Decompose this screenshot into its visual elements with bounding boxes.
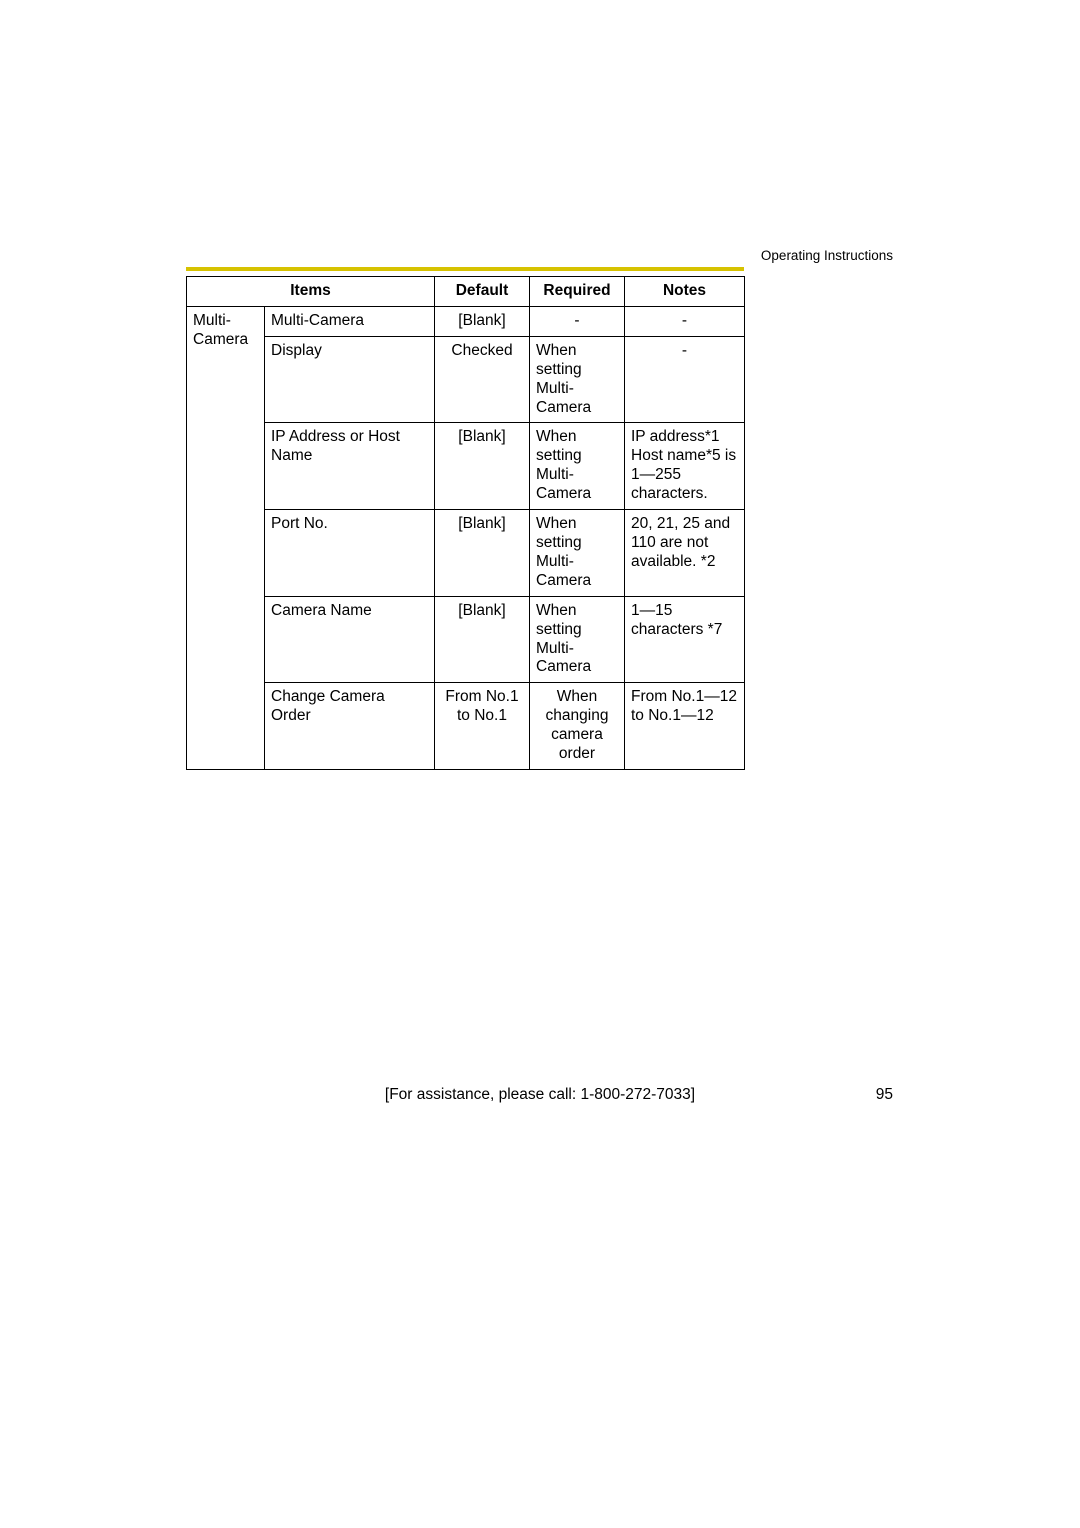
required-cell: - — [530, 306, 625, 336]
table-row: Change Camera Order From No.1 to No.1 Wh… — [187, 683, 745, 770]
table-row: Multi-Camera Multi-Camera [Blank] - - — [187, 306, 745, 336]
table-row: Port No. [Blank] When setting Multi-Came… — [187, 510, 745, 597]
item-cell: IP Address or Host Name — [265, 423, 435, 510]
footer-assistance: [For assistance, please call: 1-800-272-… — [0, 1086, 1080, 1104]
page-number: 95 — [876, 1086, 893, 1104]
notes-cell: 1—15 characters *7 — [625, 596, 745, 683]
required-cell: When setting Multi-Camera — [530, 510, 625, 597]
table-row: Camera Name [Blank] When setting Multi-C… — [187, 596, 745, 683]
table-row: Display Checked When setting Multi-Camer… — [187, 336, 745, 423]
notes-cell: From No.1—12 to No.1—12 — [625, 683, 745, 770]
notes-cell: - — [625, 336, 745, 423]
default-cell: [Blank] — [435, 423, 530, 510]
required-cell: When setting Multi-Camera — [530, 596, 625, 683]
document-page: Operating Instructions Items Default Req… — [0, 0, 1080, 1528]
col-header-items: Items — [187, 277, 435, 307]
default-cell: [Blank] — [435, 596, 530, 683]
table-row: IP Address or Host Name [Blank] When set… — [187, 423, 745, 510]
default-cell: [Blank] — [435, 306, 530, 336]
col-header-required: Required — [530, 277, 625, 307]
item-cell: Camera Name — [265, 596, 435, 683]
category-cell: Multi-Camera — [187, 306, 265, 769]
default-cell: Checked — [435, 336, 530, 423]
item-cell: Multi-Camera — [265, 306, 435, 336]
default-cell: From No.1 to No.1 — [435, 683, 530, 770]
header-rule — [186, 267, 744, 271]
settings-table: Items Default Required Notes Multi-Camer… — [186, 276, 745, 770]
required-cell: When setting Multi-Camera — [530, 423, 625, 510]
header-label: Operating Instructions — [761, 248, 893, 263]
item-cell: Port No. — [265, 510, 435, 597]
required-cell: When setting Multi-Camera — [530, 336, 625, 423]
item-cell: Change Camera Order — [265, 683, 435, 770]
required-cell: When changing camera order — [530, 683, 625, 770]
notes-cell: - — [625, 306, 745, 336]
notes-cell: IP address*1 Host name*5 is 1—255 charac… — [625, 423, 745, 510]
item-cell: Display — [265, 336, 435, 423]
notes-cell: 20, 21, 25 and 110 are not available. *2 — [625, 510, 745, 597]
col-header-default: Default — [435, 277, 530, 307]
settings-table-wrap: Items Default Required Notes Multi-Camer… — [186, 276, 744, 770]
col-header-notes: Notes — [625, 277, 745, 307]
default-cell: [Blank] — [435, 510, 530, 597]
table-header-row: Items Default Required Notes — [187, 277, 745, 307]
